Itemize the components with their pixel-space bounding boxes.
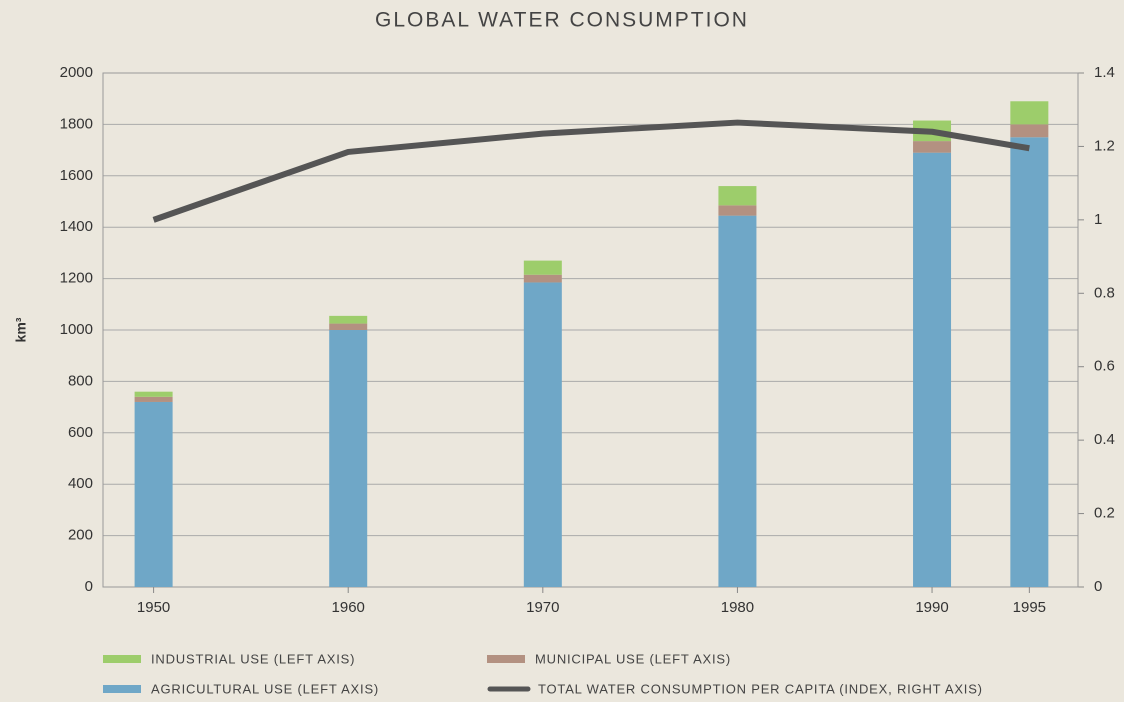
y-axis-label: km³ [13, 317, 29, 342]
x-tick-label: 1960 [332, 599, 365, 616]
y2-tick-label: 1.2 [1094, 137, 1115, 154]
y2-tick-label: 0 [1094, 578, 1102, 595]
y-tick-label: 1400 [60, 218, 93, 235]
bar-segment [913, 152, 952, 588]
bar-segment [329, 330, 368, 587]
y2-tick-label: 0.8 [1094, 284, 1115, 301]
bar-segment [329, 323, 368, 330]
chart-title: GLOBAL WATER CONSUMPTION [375, 9, 749, 32]
line [152, 119, 1030, 223]
bar-segment [329, 315, 368, 324]
x-tick-label: 1970 [526, 599, 559, 616]
bar-segment [718, 186, 757, 206]
legend-label: TOTAL WATER CONSUMPTION PER CAPITA (INDE… [538, 681, 983, 696]
bar-segment [1010, 101, 1049, 125]
legend-swatch [103, 655, 141, 663]
x-tick-label: 1950 [137, 599, 170, 616]
bar-segment [1010, 137, 1049, 587]
bar-segment [523, 274, 562, 283]
bar-segment [718, 205, 757, 216]
bar-segment [134, 396, 173, 402]
y-tick-label: 1000 [60, 321, 93, 338]
x-tick-label: 1995 [1013, 599, 1046, 616]
y2-tick-label: 1.4 [1094, 64, 1115, 81]
bar-segment [134, 401, 173, 587]
bar-segment [523, 282, 562, 587]
legend-label: MUNICIPAL USE (LEFT AXIS) [535, 651, 731, 666]
bar-segment [134, 391, 173, 397]
y-tick-label: 800 [68, 372, 93, 389]
y-tick-label: 1200 [60, 270, 93, 287]
bar-segment [913, 141, 952, 153]
y-tick-label: 200 [68, 527, 93, 544]
y-tick-label: 1600 [60, 167, 93, 184]
legend-swatch [487, 655, 525, 663]
legend-label: INDUSTRIAL USE (LEFT AXIS) [151, 651, 355, 666]
legend-label: AGRICULTURAL USE (LEFT AXIS) [151, 681, 379, 696]
bar-segment [523, 260, 562, 275]
y2-tick-label: 0.4 [1094, 431, 1115, 448]
y2-tick-label: 1 [1094, 211, 1102, 228]
y-tick-label: 400 [68, 475, 93, 492]
x-tick-label: 1990 [915, 599, 948, 616]
y-tick-label: 0 [85, 578, 93, 595]
y-tick-label: 600 [68, 424, 93, 441]
plot-frame [102, 72, 1079, 588]
bar-segment [718, 215, 757, 587]
y2-tick-label: 0.2 [1094, 505, 1115, 522]
y2-tick-label: 0.6 [1094, 358, 1115, 375]
legend-swatch [103, 685, 141, 693]
y-tick-label: 1800 [60, 115, 93, 132]
bar-segment [1010, 124, 1049, 138]
x-tick-label: 1980 [721, 599, 754, 616]
y-tick-label: 2000 [60, 64, 93, 81]
